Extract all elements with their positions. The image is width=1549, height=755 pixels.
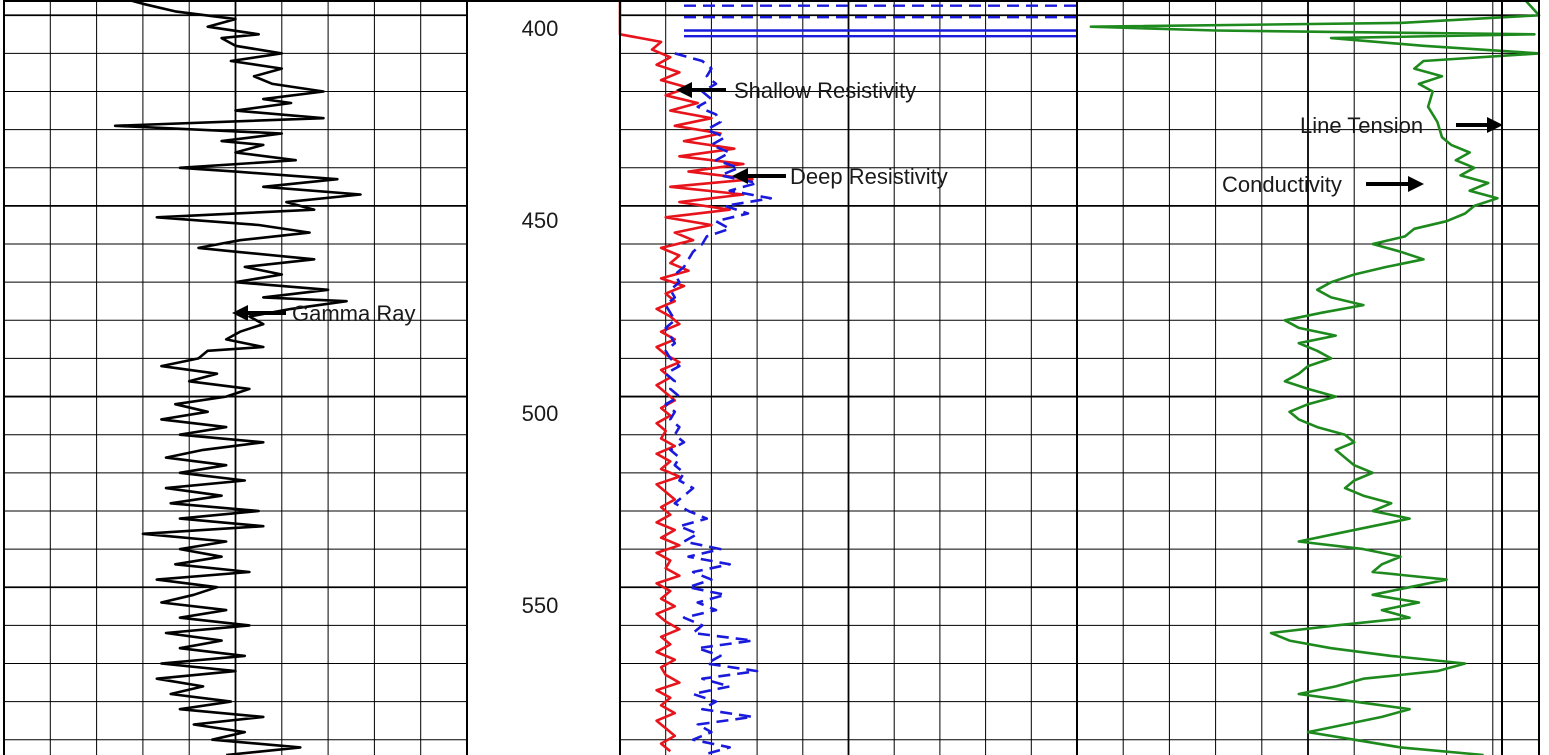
deep-resistivity-annotation: Deep Resistivity	[732, 164, 948, 189]
track-frames	[3, 0, 1540, 755]
arrow-left-icon	[676, 82, 692, 98]
arrow-left-icon	[232, 305, 248, 321]
arrow-right-icon	[1408, 176, 1424, 192]
curve-annotations: Gamma Ray Shallow Resistivity Deep Resis…	[232, 78, 1503, 326]
depth-tick-label: 450	[522, 208, 559, 233]
depth-axis: 400 450 500 550	[470, 12, 618, 618]
depth-tick-label: 500	[522, 401, 559, 426]
depth-tick-label: 400	[522, 16, 559, 41]
depth-tick-label: 550	[522, 593, 559, 618]
line-tension-annotation: Line Tension	[1300, 113, 1503, 138]
deep-resistivity-label: Deep Resistivity	[790, 164, 948, 189]
gamma-ray-curve	[113, 0, 362, 755]
deep-resistivity-curve	[664, 52, 773, 755]
shallow-resistivity-annotation: Shallow Resistivity	[676, 78, 916, 103]
log-curves	[113, 0, 1541, 755]
shallow-resistivity-curve	[618, 0, 754, 753]
line-tension-label: Line Tension	[1300, 113, 1423, 138]
conductivity-curve	[1089, 0, 1541, 755]
gamma-ray-annotation: Gamma Ray	[232, 301, 415, 326]
conductivity-annotation: Conductivity	[1222, 172, 1424, 197]
arrow-right-icon	[1487, 117, 1503, 133]
gamma-ray-label: Gamma Ray	[292, 301, 415, 326]
shallow-resistivity-label: Shallow Resistivity	[734, 78, 916, 103]
conductivity-label: Conductivity	[1222, 172, 1342, 197]
arrow-left-icon	[732, 168, 748, 184]
